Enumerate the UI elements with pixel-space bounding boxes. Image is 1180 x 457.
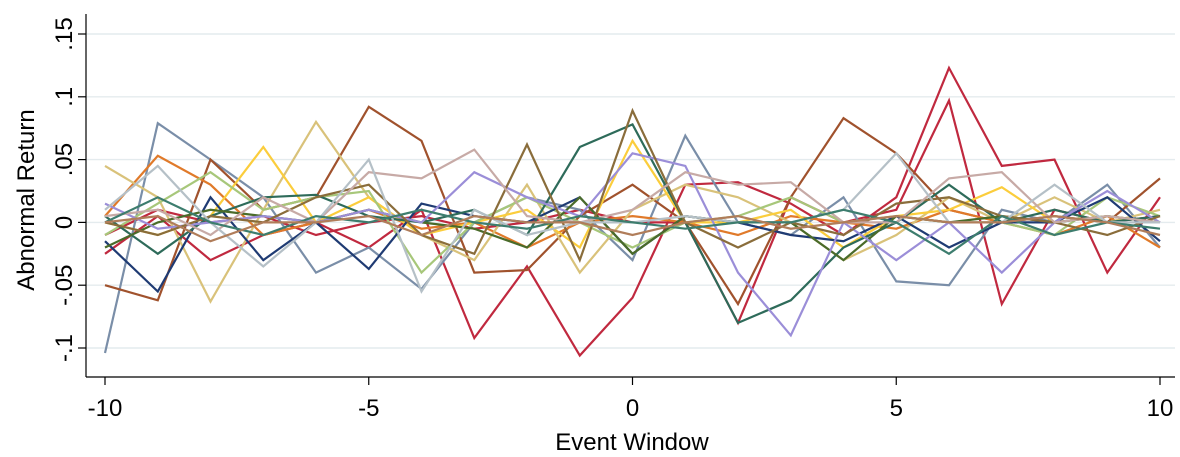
series-line-14 [104,148,1161,237]
x-tick-label: 10 [1147,395,1174,422]
x-axis-ticks: -10 -5 0 5 10 [88,377,1174,422]
x-tick-label: -10 [88,395,123,422]
series-line-5 [104,154,1161,249]
series-line-13 [104,107,1161,264]
x-tick-label: -5 [358,395,379,422]
series-line-17 [104,214,1161,243]
x-axis-title: Event Window [555,429,709,456]
series-line-12 [104,152,1161,338]
series-line-11 [104,195,1161,262]
y-tick-label: .1 [51,87,78,107]
series-line-16 [104,196,1161,256]
y-axis-title: Abnormal Return [13,109,40,290]
y-tick-label: 0 [51,216,78,229]
y-tick-label: -.1 [51,334,78,362]
y-axis-ticks: -.1 -.05 0 .05 .1 .15 [51,17,86,362]
y-tick-label: -.05 [51,265,78,306]
series-lines [103,65,1161,358]
x-tick-label: 5 [890,395,903,422]
series-line-3 [103,121,1161,354]
x-tick-label: 0 [626,395,639,422]
y-tick-label: .15 [51,17,78,50]
series-line-7 [104,138,1161,250]
y-tick-label: .05 [51,143,78,176]
series-line-4 [104,105,1161,307]
